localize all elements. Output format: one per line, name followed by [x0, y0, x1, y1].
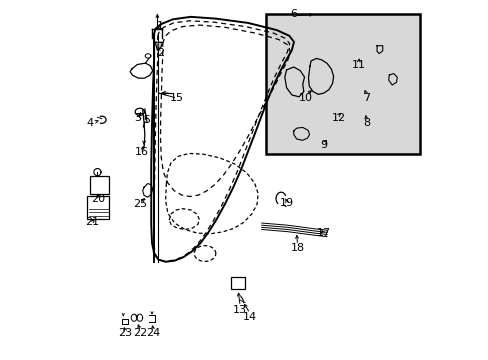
Text: 22: 22	[133, 328, 147, 338]
Text: 15: 15	[169, 93, 183, 103]
Bar	[86, 196, 109, 220]
Bar	[230, 277, 244, 289]
Text: 5: 5	[143, 116, 150, 126]
Bar	[392, 99, 399, 109]
Text: 10: 10	[298, 93, 312, 103]
Text: 11: 11	[351, 60, 365, 70]
Text: 14: 14	[243, 312, 257, 322]
Text: 19: 19	[279, 198, 293, 208]
Text: 24: 24	[146, 328, 160, 338]
Text: 16: 16	[135, 147, 149, 157]
Text: 4: 4	[86, 118, 94, 128]
Bar	[89, 176, 109, 194]
Text: 20: 20	[91, 194, 105, 204]
Polygon shape	[155, 42, 162, 50]
Polygon shape	[388, 73, 396, 85]
Text: 13: 13	[233, 305, 247, 315]
Text: 3: 3	[134, 113, 141, 123]
Text: 1: 1	[157, 21, 163, 31]
Text: 6: 6	[290, 9, 297, 19]
Text: 23: 23	[118, 328, 132, 338]
Polygon shape	[376, 46, 382, 54]
Text: 2: 2	[156, 48, 163, 58]
Text: 12: 12	[331, 113, 345, 123]
Text: 18: 18	[290, 243, 304, 253]
Bar	[265, 14, 419, 154]
Text: 8: 8	[362, 118, 369, 128]
Text: 21: 21	[85, 217, 99, 227]
Text: 7: 7	[362, 93, 369, 103]
Text: 17: 17	[316, 228, 330, 238]
Text: 9: 9	[319, 140, 326, 150]
Text: 25: 25	[133, 199, 147, 210]
